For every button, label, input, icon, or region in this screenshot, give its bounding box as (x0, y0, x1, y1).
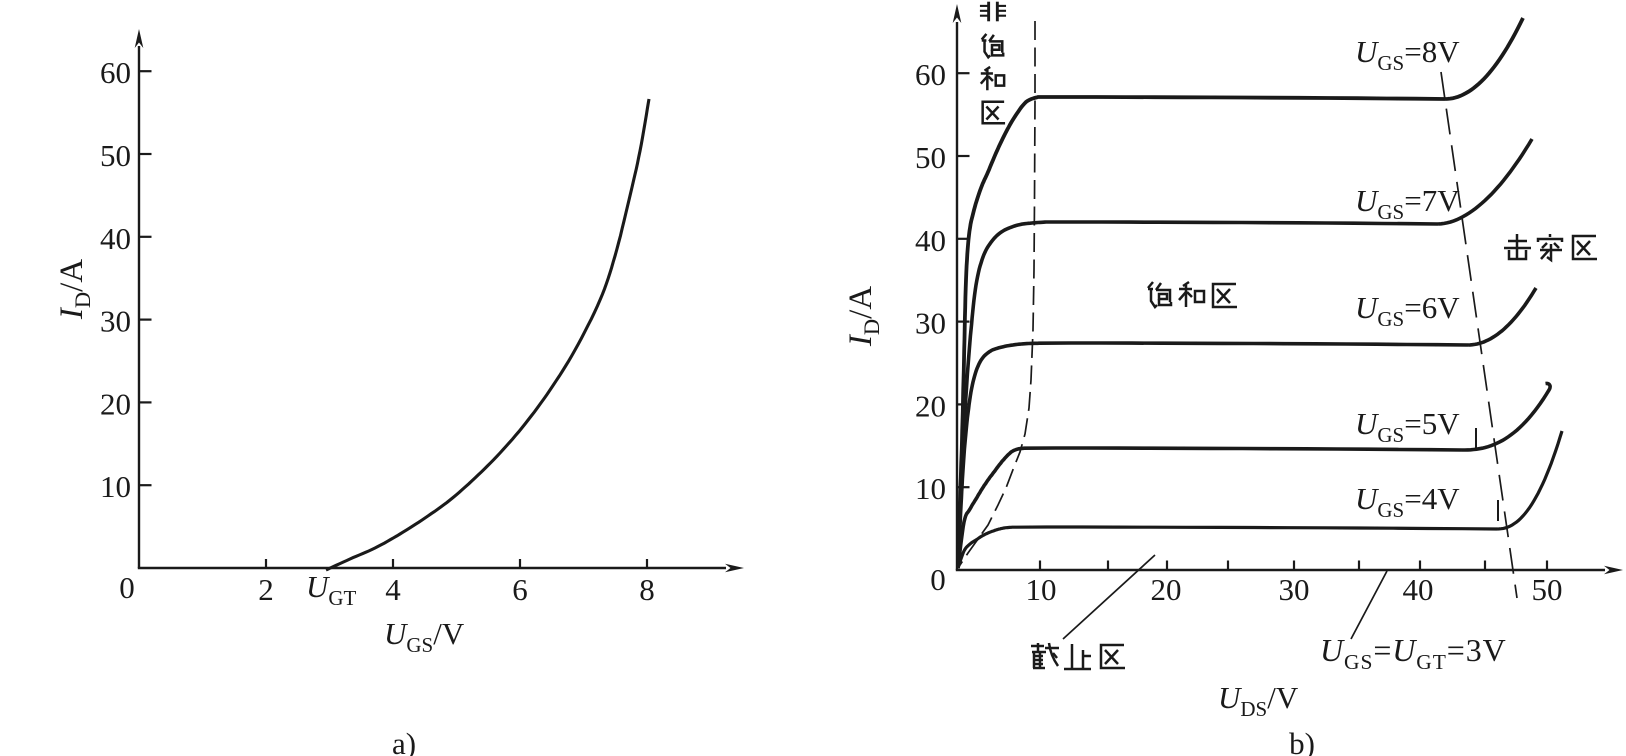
svg-text:8: 8 (639, 572, 655, 607)
svg-text:50: 50 (100, 138, 131, 173)
svg-text:UGS=UGT=3V: UGS=UGT=3V (1320, 632, 1507, 674)
svg-text:60: 60 (100, 55, 131, 90)
svg-text:30: 30 (100, 304, 131, 339)
svg-text:20: 20 (915, 388, 946, 423)
svg-text:2: 2 (258, 572, 274, 607)
svg-text:ID/A: ID/A (843, 286, 884, 347)
svg-text:10: 10 (1026, 572, 1057, 607)
svg-text:UGS=5V: UGS=5V (1355, 406, 1460, 447)
svg-text:30: 30 (1279, 572, 1310, 607)
svg-text:ID/A: ID/A (54, 259, 95, 320)
svg-text:UGS/V: UGS/V (384, 616, 465, 657)
svg-text:0: 0 (930, 562, 946, 597)
svg-text:20: 20 (100, 386, 131, 421)
svg-text:0: 0 (119, 570, 135, 605)
svg-text:4: 4 (385, 572, 401, 607)
svg-text:60: 60 (915, 57, 946, 92)
svg-text:40: 40 (915, 223, 946, 258)
svg-text:30: 30 (915, 306, 946, 341)
svg-text:20: 20 (1151, 572, 1182, 607)
svg-text:UGS=4V: UGS=4V (1355, 481, 1460, 522)
svg-text:b): b) (1289, 726, 1315, 756)
svg-text:UDS/V: UDS/V (1218, 680, 1299, 721)
svg-text:50: 50 (915, 140, 946, 175)
svg-text:10: 10 (100, 469, 131, 504)
svg-text:UGS=8V: UGS=8V (1355, 34, 1460, 75)
svg-text:40: 40 (100, 221, 131, 256)
svg-text:40: 40 (1403, 572, 1434, 607)
svg-text:UGS=6V: UGS=6V (1355, 290, 1460, 331)
svg-text:UGS=7V: UGS=7V (1355, 183, 1460, 224)
svg-text:6: 6 (512, 572, 528, 607)
svg-text:10: 10 (915, 471, 946, 506)
svg-text:a): a) (392, 726, 416, 756)
svg-text:50: 50 (1532, 572, 1563, 607)
